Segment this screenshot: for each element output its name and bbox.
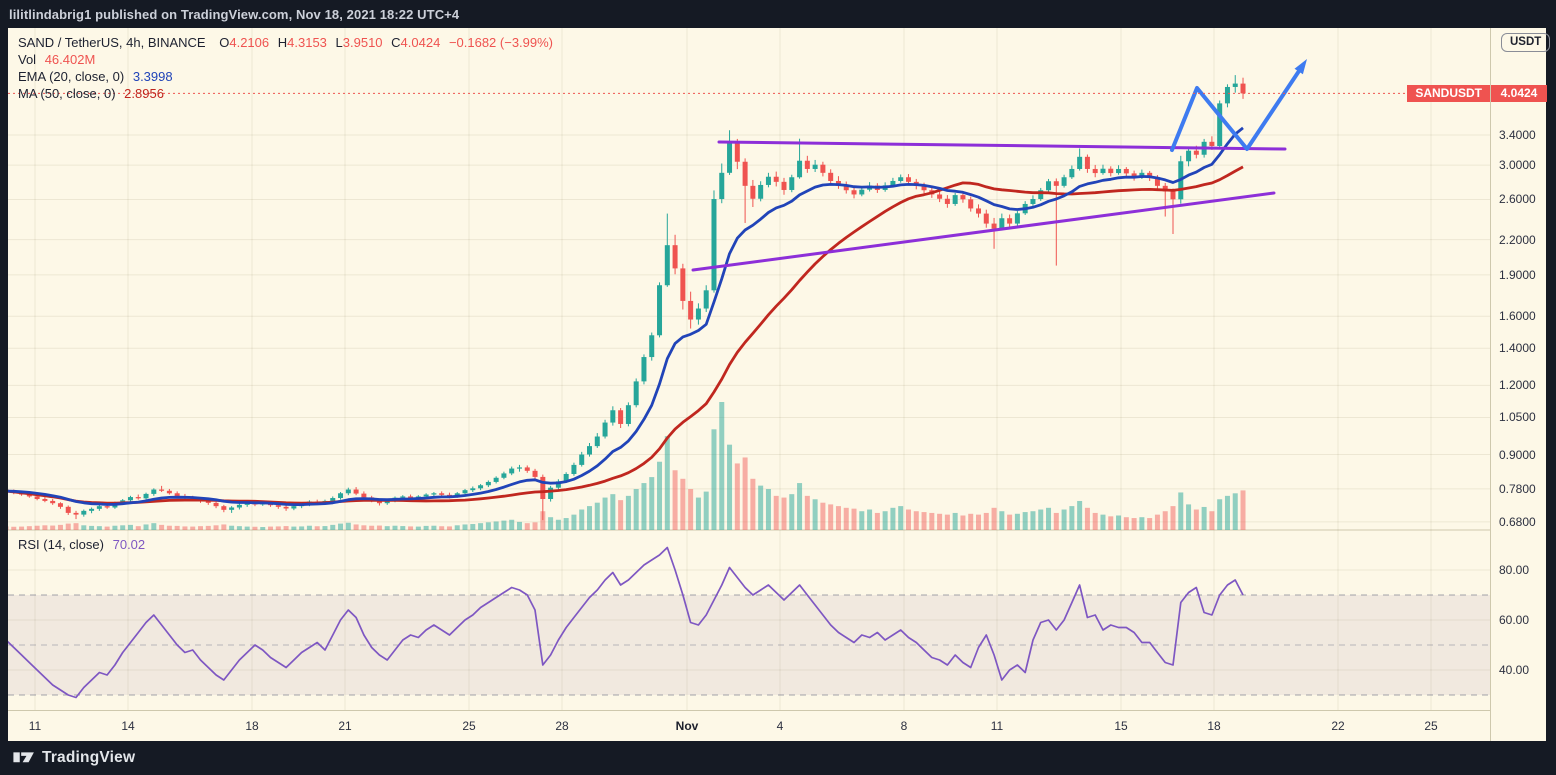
- time-tick-label: 15: [1114, 719, 1128, 733]
- tradingview-logo[interactable]: TradingView: [12, 748, 135, 768]
- rsi-value: 70.02: [112, 537, 146, 552]
- high-label: H: [277, 35, 288, 50]
- price-tick-label: 3.4000: [1499, 128, 1536, 142]
- chart-canvas[interactable]: [8, 28, 1490, 710]
- price-tick-label: 0.6800: [1499, 514, 1536, 529]
- chart-plot-area[interactable]: SAND / TetherUS, 4h, BINANCE O4.2106 H4.…: [8, 28, 1490, 741]
- close-label: C: [391, 35, 401, 50]
- footer-bar: TradingView: [0, 741, 1556, 775]
- price-tick-label: 0.7800: [1499, 481, 1536, 496]
- rsi-tick-label: 80.00: [1499, 563, 1530, 577]
- time-tick-label: 4: [776, 719, 784, 733]
- price-tick-label: 2.2000: [1499, 232, 1536, 247]
- price-tick-label: 3.0000: [1499, 158, 1536, 173]
- ema-label: EMA (20, close, 0): [18, 69, 125, 84]
- price-tick-label: 1.6000: [1499, 309, 1536, 324]
- time-tick-label: 18: [1207, 719, 1221, 733]
- ticker-flag-text: SANDUSDT: [1415, 85, 1482, 100]
- ema-legend-row[interactable]: EMA (20, close, 0) 3.3998: [18, 68, 553, 85]
- time-tick-label: 25: [462, 719, 476, 733]
- ema-value: 3.3998: [132, 69, 173, 84]
- ma-legend-row[interactable]: MA (50, close, 0) 2.8956: [18, 85, 553, 102]
- high-value: 4.3153: [287, 35, 327, 50]
- time-tick-label: Nov: [675, 719, 699, 733]
- rsi-label: RSI (14, close): [18, 537, 104, 552]
- price-tick-label: 1.2000: [1499, 378, 1536, 393]
- time-tick-label: 14: [121, 719, 135, 733]
- ma-value: 2.8956: [124, 86, 164, 101]
- price-tick-label: 2.6000: [1499, 192, 1536, 207]
- low-value: 3.9510: [342, 35, 383, 50]
- time-tick-label: 25: [1424, 719, 1438, 733]
- price-axis[interactable]: USDT 4.0424 3.4000 3.0000 2.6000 2.2000 1.90…: [1490, 28, 1551, 741]
- volume-legend-row[interactable]: Vol 46.402M: [18, 51, 553, 68]
- ticker-price-flag: SANDUSDT: [1407, 84, 1490, 102]
- last-price-badge: 4.0424: [1491, 84, 1547, 102]
- change-value: −0.1682 (−3.99%): [448, 35, 554, 50]
- price-tick-label: 1.4000: [1499, 341, 1536, 356]
- chart-card: SAND / TetherUS, 4h, BINANCE O4.2106 H4.…: [8, 28, 1551, 741]
- tradingview-wordmark: TradingView: [42, 749, 136, 766]
- publish-info-bar: lilitlindabrig1 published on TradingView…: [0, 0, 1556, 28]
- symbol-title: SAND / TetherUS, 4h, BINANCE: [18, 35, 206, 50]
- rsi-legend-row[interactable]: RSI (14, close) 70.02: [18, 536, 145, 553]
- publish-info-text: lilitlindabrig1 published on TradingView…: [9, 6, 460, 22]
- main-pane-legend: SAND / TetherUS, 4h, BINANCE O4.2106 H4.…: [18, 34, 553, 102]
- time-tick-label: 11: [990, 719, 1004, 733]
- time-axis[interactable]: 11 14 18 21 25 28 Nov 4 8 11 15 18 22 25: [8, 710, 1490, 741]
- time-tick-label: 28: [555, 719, 569, 733]
- time-tick-label: 8: [900, 719, 908, 733]
- time-tick-label: 18: [245, 719, 259, 733]
- price-tick-label: 0.9000: [1499, 447, 1536, 462]
- rsi-tick-label: 40.00: [1499, 663, 1530, 677]
- ma-label: MA (50, close, 0): [18, 86, 116, 101]
- volume-label: Vol: [18, 52, 37, 67]
- currency-toggle-button[interactable]: USDT: [1501, 33, 1551, 52]
- time-tick-label: 22: [1331, 719, 1345, 733]
- close-value: 4.0424: [400, 35, 441, 50]
- symbol-legend-row[interactable]: SAND / TetherUS, 4h, BINANCE O4.2106 H4.…: [18, 34, 553, 51]
- low-label: L: [335, 35, 343, 50]
- price-tick-label: 1.0500: [1499, 410, 1536, 425]
- price-tick-label: 1.9000: [1499, 267, 1536, 282]
- open-value: 4.2106: [229, 35, 270, 50]
- time-tick-label: 21: [338, 719, 352, 733]
- time-tick-label: 11: [28, 719, 42, 733]
- volume-value: 46.402M: [44, 52, 96, 67]
- open-label: O: [219, 35, 230, 50]
- rsi-tick-label: 60.00: [1499, 613, 1530, 627]
- tradingview-logo-icon: [13, 752, 34, 763]
